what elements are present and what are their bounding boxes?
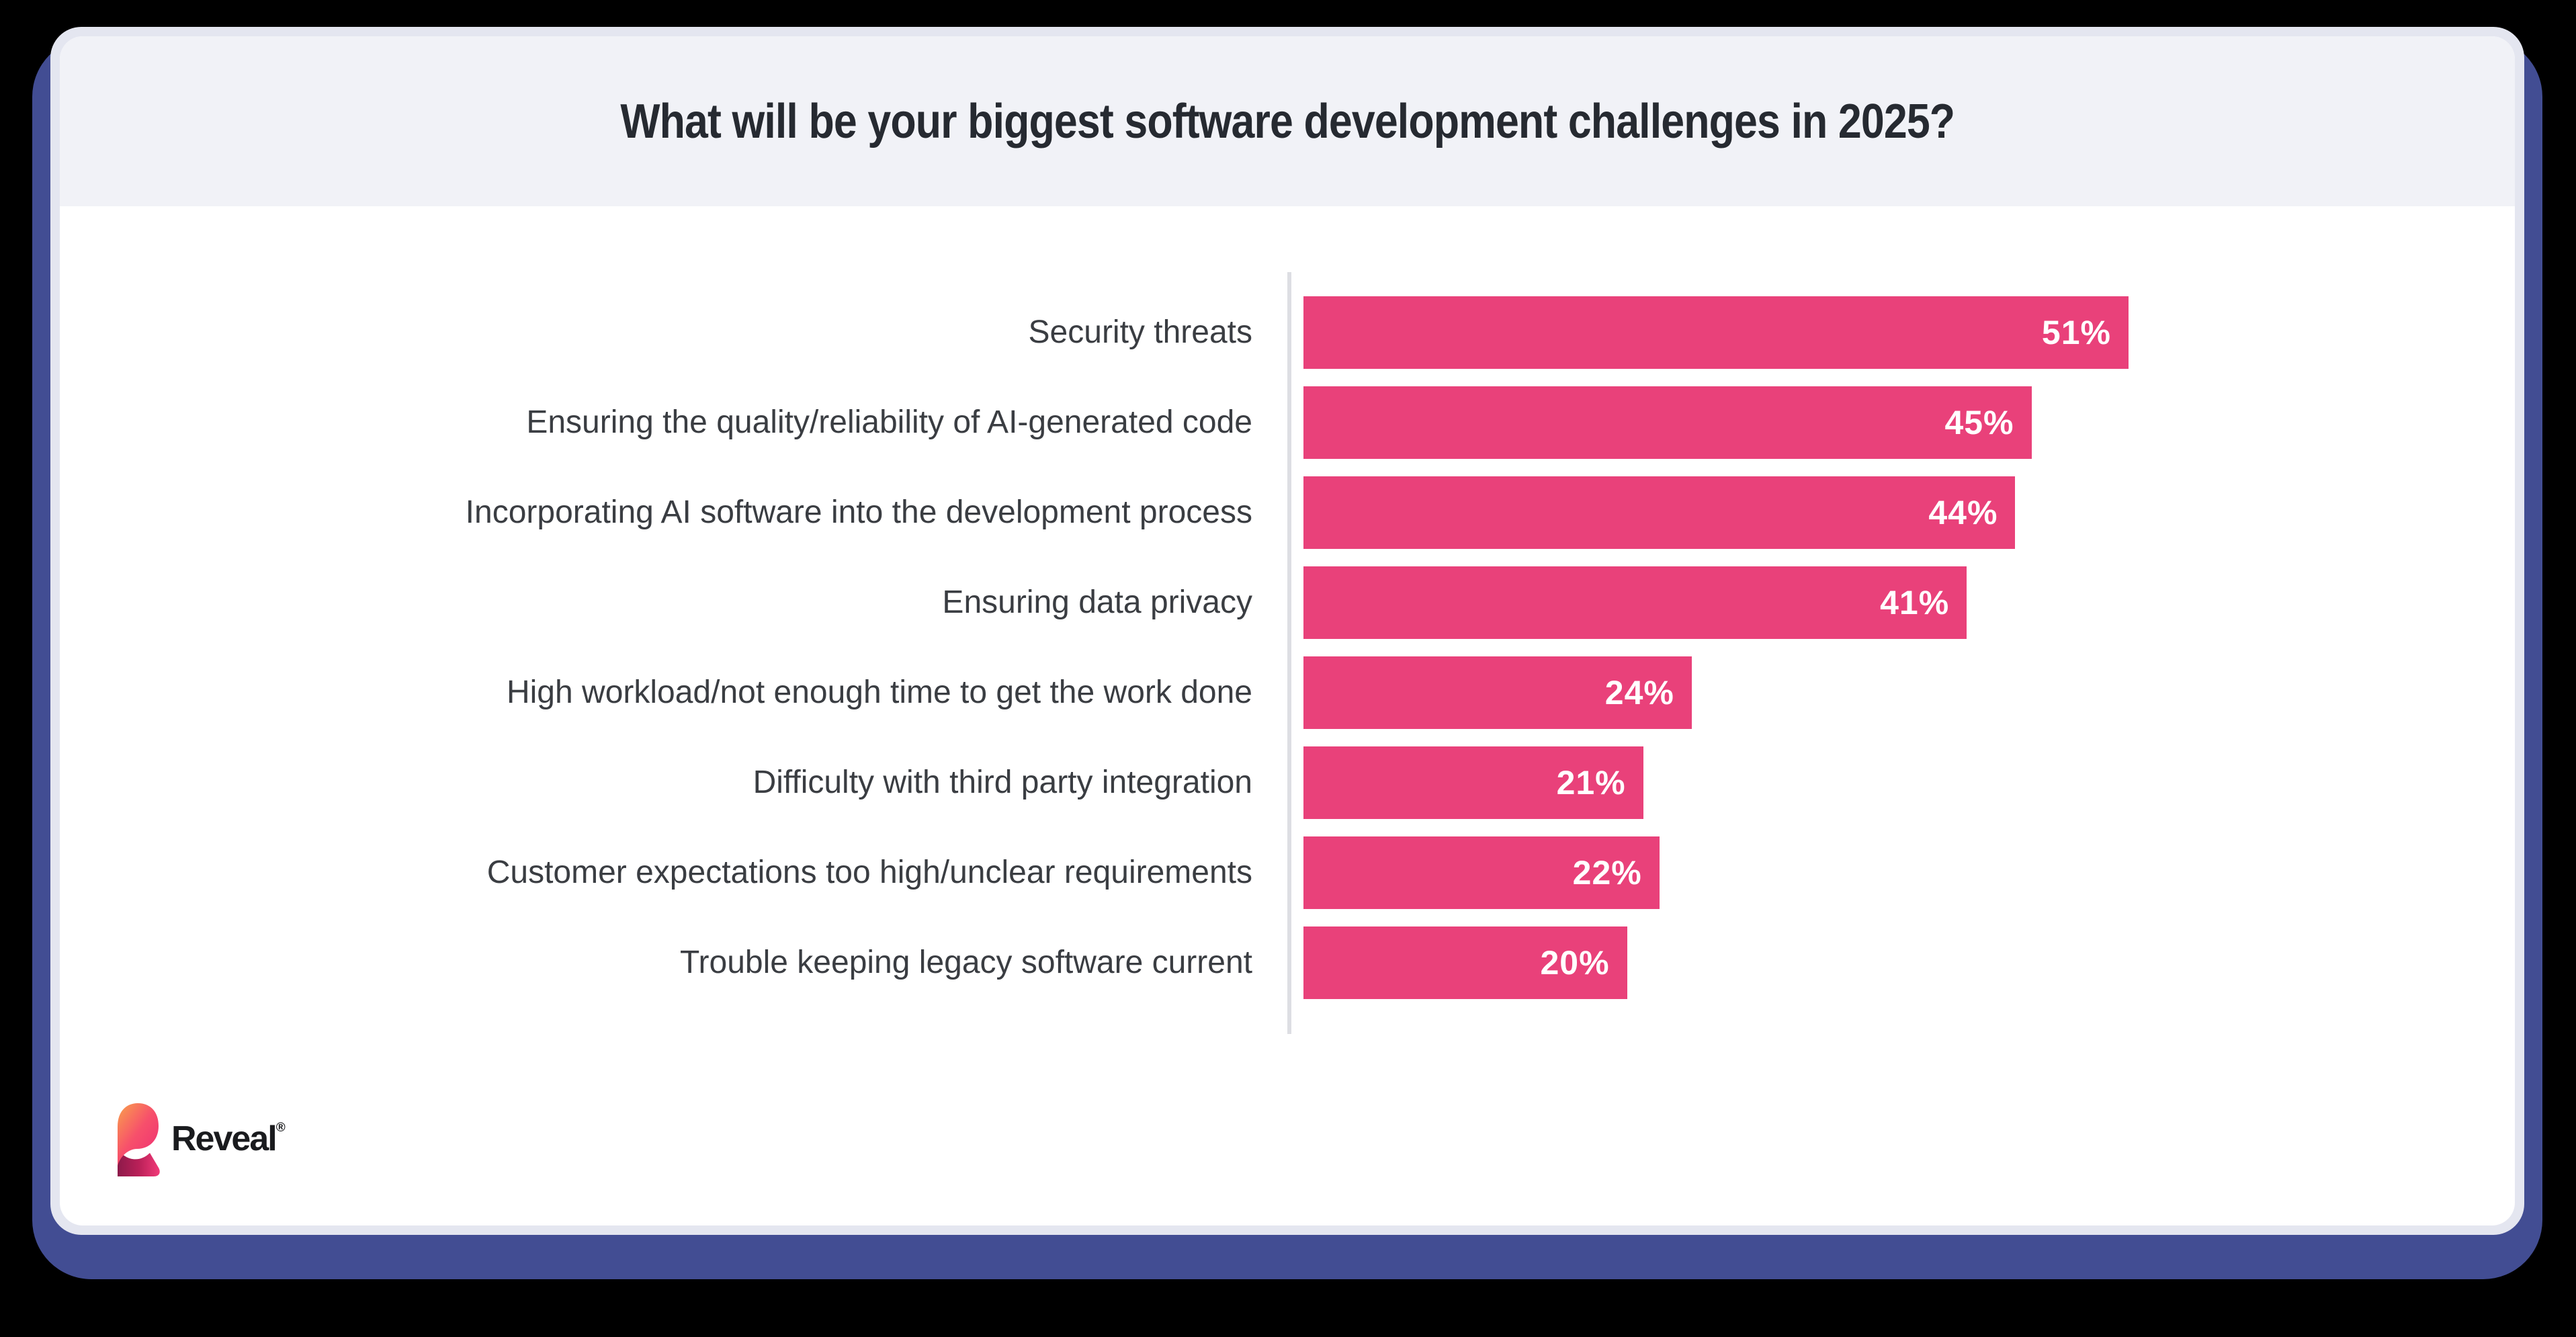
chart-row: Difficulty with third party integration … (60, 746, 2515, 819)
value-label: 22% (1572, 854, 1642, 892)
bar: 24% (1303, 656, 1692, 729)
bar: 41% (1303, 566, 1967, 639)
category-label: High workload/not enough time to get the… (506, 674, 1252, 710)
chart-row: Security threats 51% (60, 296, 2515, 369)
chart-row: Customer expectations too high/unclear r… (60, 836, 2515, 909)
value-label: 41% (1880, 584, 1950, 621)
category-label: Trouble keeping legacy software current (680, 944, 1252, 980)
bar-track: 41% (1303, 566, 2129, 639)
value-label: 44% (1928, 494, 1998, 531)
category-label: Incorporating AI software into the devel… (465, 494, 1252, 530)
bar-track: 44% (1303, 476, 2129, 549)
reveal-logo-icon (111, 1100, 165, 1178)
category-label: Difficulty with third party integration (753, 764, 1252, 800)
bar-track: 22% (1303, 836, 2129, 909)
header-band: What will be your biggest software devel… (60, 36, 2515, 206)
value-label: 24% (1604, 674, 1674, 711)
value-label: 20% (1540, 944, 1610, 982)
chart-row: Trouble keeping legacy software current … (60, 926, 2515, 999)
bar: 22% (1303, 836, 1660, 909)
page-title: What will be your biggest software devel… (620, 94, 1955, 148)
category-label: Customer expectations too high/unclear r… (486, 854, 1252, 890)
value-label: 21% (1556, 764, 1626, 802)
plot-rows: Security threats 51% Ensuring the qualit… (60, 296, 2515, 1017)
chart-row: Incorporating AI software into the devel… (60, 476, 2515, 549)
category-label: Ensuring data privacy (942, 584, 1252, 620)
chart-row: Ensuring data privacy 41% (60, 566, 2515, 639)
bar-track: 21% (1303, 746, 2129, 819)
bar-track: 24% (1303, 656, 2129, 729)
category-label: Security threats (1028, 314, 1252, 350)
chart-row: Ensuring the quality/reliability of AI-g… (60, 386, 2515, 459)
chart-card: What will be your biggest software devel… (50, 27, 2524, 1235)
chart-row: High workload/not enough time to get the… (60, 656, 2515, 729)
bar: 45% (1303, 386, 2032, 459)
category-axis-line (1287, 272, 1291, 1034)
logo-foot-shape (118, 1148, 160, 1176)
bar-track: 51% (1303, 296, 2129, 369)
chart-card-inner: What will be your biggest software devel… (60, 36, 2515, 1225)
registered-trademark-symbol: ® (275, 1121, 286, 1135)
bar: 51% (1303, 296, 2129, 369)
bar: 44% (1303, 476, 2016, 549)
category-label: Ensuring the quality/reliability of AI-g… (526, 404, 1252, 440)
value-label: 51% (2041, 314, 2111, 351)
bar: 21% (1303, 746, 1643, 819)
bar: 20% (1303, 926, 1627, 999)
bar-track: 45% (1303, 386, 2129, 459)
reveal-logo: Reveal® (111, 1099, 286, 1178)
bar-track: 20% (1303, 926, 2129, 999)
logo-balloon-shape (118, 1103, 159, 1166)
reveal-wordmark: Reveal® (171, 1119, 286, 1158)
value-label: 45% (1944, 404, 2014, 441)
